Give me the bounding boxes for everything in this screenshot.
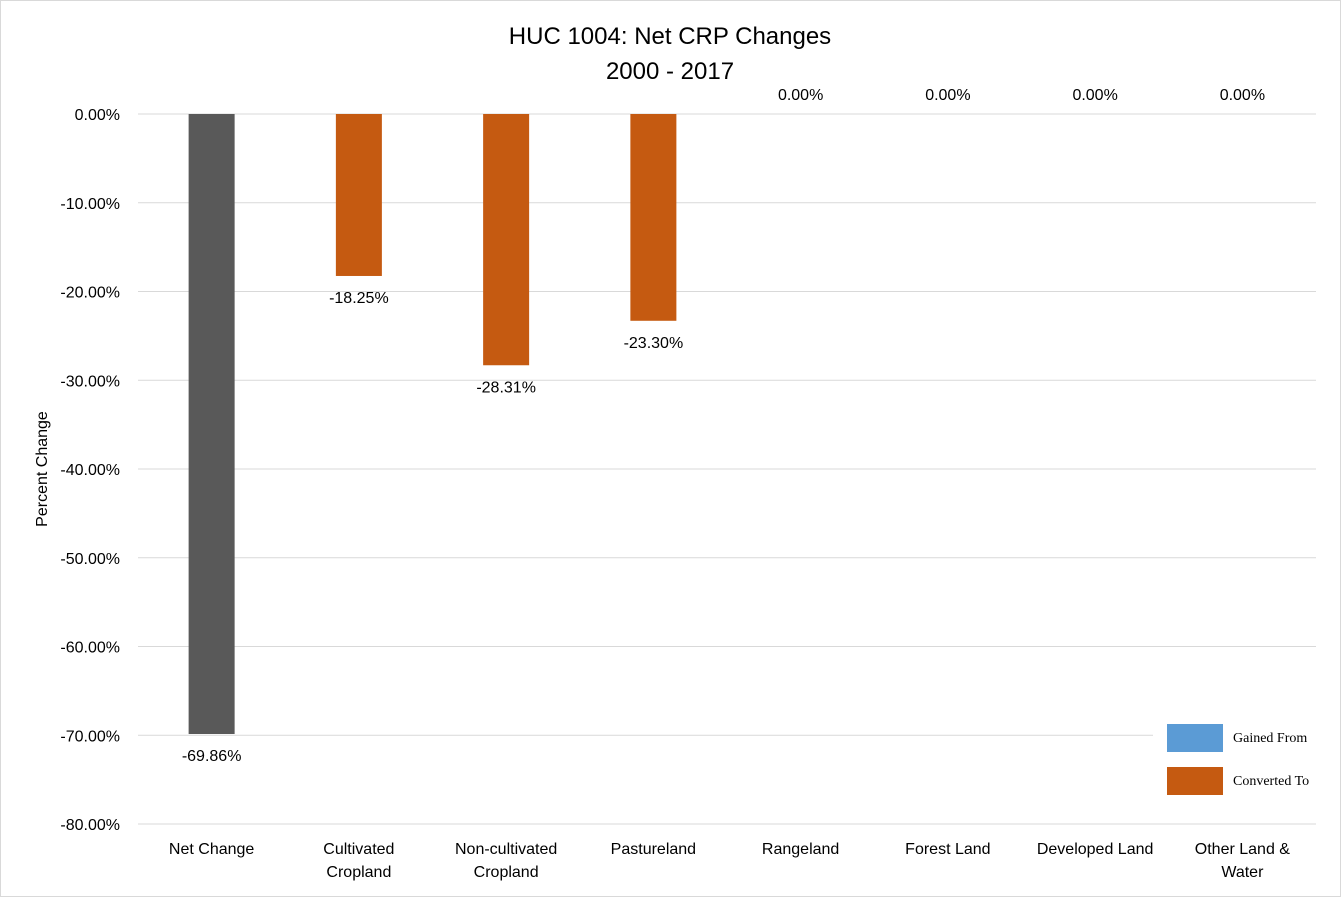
legend-swatch bbox=[1167, 767, 1223, 795]
category-label: Cropland bbox=[326, 864, 391, 881]
bar bbox=[335, 114, 382, 276]
chart-title: HUC 1004: Net CRP Changes bbox=[509, 23, 831, 50]
data-label: -23.30% bbox=[624, 335, 684, 352]
category-label: Other Land & bbox=[1195, 841, 1291, 858]
y-tick-label: -50.00% bbox=[60, 551, 120, 568]
data-label: -18.25% bbox=[329, 290, 389, 307]
category-labels: Net Change Cultivated Cropland Non-cultivat… bbox=[169, 841, 1290, 881]
category-label: Forest Land bbox=[905, 841, 990, 858]
y-tick-label: -80.00% bbox=[60, 817, 120, 834]
y-tick-label: -70.00% bbox=[60, 728, 120, 745]
chart-subtitle: 2000 - 2017 bbox=[606, 58, 734, 85]
y-tick-label: -40.00% bbox=[60, 462, 120, 479]
legend: Gained From Converted To bbox=[1153, 716, 1333, 812]
y-tick-label: -30.00% bbox=[60, 373, 120, 390]
legend-swatch bbox=[1167, 724, 1223, 752]
category-label: Cultivated bbox=[323, 841, 394, 858]
category-label: Non-cultivated bbox=[455, 841, 557, 858]
data-label: 0.00% bbox=[925, 87, 970, 104]
data-label: 0.00% bbox=[1220, 87, 1265, 104]
gridlines bbox=[138, 113, 1316, 825]
legend-label: Gained From bbox=[1233, 731, 1307, 746]
data-labels: -69.86% -18.25% -28.31% -23.30% 0.00% 0.00% 0.… bbox=[182, 87, 1265, 765]
category-label: Developed Land bbox=[1037, 841, 1154, 858]
bar bbox=[188, 114, 235, 735]
bar bbox=[630, 114, 677, 321]
y-tick-label: -20.00% bbox=[60, 285, 120, 302]
legend-label: Converted To bbox=[1233, 774, 1309, 789]
data-label: 0.00% bbox=[778, 87, 823, 104]
category-label: Cropland bbox=[474, 864, 539, 881]
y-tick-label: 0.00% bbox=[75, 107, 120, 124]
category-label: Pastureland bbox=[611, 841, 696, 858]
data-label: -28.31% bbox=[476, 379, 536, 396]
category-label: Net Change bbox=[169, 841, 254, 858]
y-tick-labels: 0.00% -10.00% -20.00% -30.00% -40.00% -50.00%… bbox=[60, 107, 120, 834]
bar bbox=[483, 114, 530, 366]
y-tick-label: -10.00% bbox=[60, 196, 120, 213]
bars bbox=[188, 114, 677, 735]
category-label: Water bbox=[1221, 864, 1264, 881]
category-label: Rangeland bbox=[762, 841, 839, 858]
data-label: 0.00% bbox=[1072, 87, 1117, 104]
data-label: -69.86% bbox=[182, 748, 242, 765]
y-axis-label: Percent Change bbox=[34, 411, 51, 527]
y-tick-label: -60.00% bbox=[60, 640, 120, 657]
